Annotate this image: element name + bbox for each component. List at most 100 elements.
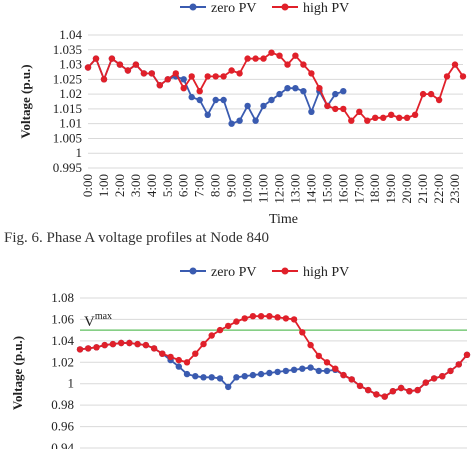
y-tick-label: 0.96 — [51, 419, 74, 434]
data-point-zero-pv — [315, 367, 322, 375]
data-point-zero-pv — [241, 373, 248, 380]
data-point-zero-pv — [290, 366, 298, 373]
data-point-high-pv — [308, 70, 315, 77]
y-tick-label: 1 — [68, 376, 75, 391]
data-point-high-pv — [380, 114, 387, 122]
data-point-high-pv — [116, 61, 124, 68]
data-point-high-pv — [249, 313, 257, 320]
data-point-high-pv — [340, 105, 347, 113]
data-point-zero-pv — [233, 374, 240, 381]
data-point-high-pv — [101, 341, 108, 349]
y-tick-label: 1.02 — [59, 86, 82, 101]
data-point-high-pv — [260, 55, 267, 62]
data-point-high-pv — [406, 388, 413, 395]
legend-marker-high-pv — [281, 267, 289, 275]
y-tick-label: 1.03 — [59, 57, 82, 72]
data-point-zero-pv — [260, 102, 267, 110]
y-tick-label: 0.995 — [53, 160, 82, 175]
data-point-high-pv — [396, 114, 403, 122]
x-tick-label: 7:00 — [192, 174, 207, 197]
legend-label-zero-pv: zero PV — [211, 265, 257, 280]
data-point-high-pv — [84, 64, 92, 71]
data-point-high-pv — [435, 96, 443, 104]
data-point-high-pv — [332, 365, 339, 372]
y-axis-label: Voltage (p.u.) — [18, 64, 33, 138]
data-point-high-pv — [372, 114, 379, 122]
data-point-high-pv — [188, 73, 195, 80]
data-point-zero-pv — [183, 370, 191, 378]
data-point-high-pv — [292, 52, 299, 59]
data-point-high-pv — [159, 350, 166, 357]
data-point-zero-pv — [308, 108, 315, 116]
x-tick-label: 19:00 — [383, 174, 398, 204]
x-tick-label: 6:00 — [176, 174, 191, 197]
data-point-high-pv — [364, 117, 371, 124]
vmax-label: Vmax — [84, 311, 112, 330]
x-tick-label: 10:00 — [240, 174, 255, 204]
data-point-high-pv — [299, 329, 306, 336]
x-tick-label: 21:00 — [415, 174, 430, 204]
x-tick-label: 23:00 — [447, 174, 462, 204]
data-point-zero-pv — [216, 375, 224, 382]
data-point-zero-pv — [208, 374, 215, 381]
x-tick-label: 3:00 — [128, 174, 143, 197]
data-point-high-pv — [282, 315, 290, 322]
data-point-high-pv — [225, 322, 232, 330]
x-tick-label: 1:00 — [96, 174, 111, 197]
x-tick-label: 13:00 — [287, 174, 302, 204]
data-point-zero-pv — [192, 373, 199, 380]
data-point-high-pv — [365, 386, 372, 394]
data-point-high-pv — [443, 73, 451, 80]
data-point-high-pv — [228, 67, 235, 74]
data-point-zero-pv — [300, 88, 307, 95]
y-tick-label: 0.94 — [51, 440, 74, 449]
data-point-zero-pv — [196, 96, 203, 104]
data-point-high-pv — [276, 52, 283, 59]
data-point-high-pv — [411, 111, 419, 119]
data-point-high-pv — [156, 82, 163, 89]
y-axis-label: Voltage (p.u.) — [10, 336, 25, 410]
x-tick-label: 5:00 — [160, 174, 175, 197]
data-point-zero-pv — [188, 93, 195, 101]
y-tick-label: 1 — [76, 145, 83, 160]
data-point-zero-pv — [236, 117, 243, 124]
data-point-high-pv — [463, 351, 471, 358]
data-point-high-pv — [252, 55, 259, 62]
data-point-high-pv — [419, 90, 427, 98]
data-point-high-pv — [356, 108, 363, 116]
data-point-high-pv — [92, 55, 100, 62]
y-tick-label: 1.08 — [51, 290, 74, 305]
data-point-zero-pv — [276, 90, 283, 98]
data-point-high-pv — [455, 361, 462, 368]
data-point-high-pv — [381, 393, 388, 400]
data-point-high-pv — [348, 376, 355, 383]
data-point-high-pv — [180, 85, 187, 92]
data-point-high-pv — [148, 70, 155, 77]
data-point-zero-pv — [225, 383, 232, 391]
x-tick-label: 20:00 — [399, 174, 414, 204]
legend-label-zero-pv: zero PV — [211, 1, 257, 16]
x-tick-label: 22:00 — [431, 174, 446, 204]
x-tick-label: 16:00 — [335, 174, 350, 204]
y-tick-label: 1.005 — [53, 130, 82, 145]
data-point-high-pv — [348, 117, 355, 124]
data-point-zero-pv — [228, 120, 235, 127]
data-point-zero-pv — [220, 96, 227, 104]
data-point-high-pv — [167, 353, 174, 361]
data-point-high-pv — [373, 391, 380, 398]
data-point-high-pv — [356, 382, 364, 390]
series-line-high-pv — [87, 51, 464, 123]
y-tick-label: 1.04 — [51, 333, 74, 348]
y-tick-label: 1.015 — [53, 101, 82, 116]
data-point-high-pv — [389, 388, 397, 395]
data-point-high-pv — [447, 367, 454, 375]
data-point-high-pv — [241, 315, 248, 322]
data-point-zero-pv — [180, 76, 187, 83]
data-point-high-pv — [175, 356, 182, 364]
data-point-high-pv — [85, 345, 92, 352]
data-point-high-pv — [124, 67, 132, 74]
data-point-high-pv — [134, 340, 141, 348]
data-point-high-pv — [126, 339, 133, 347]
data-point-zero-pv — [292, 85, 299, 92]
data-point-high-pv — [183, 359, 191, 366]
